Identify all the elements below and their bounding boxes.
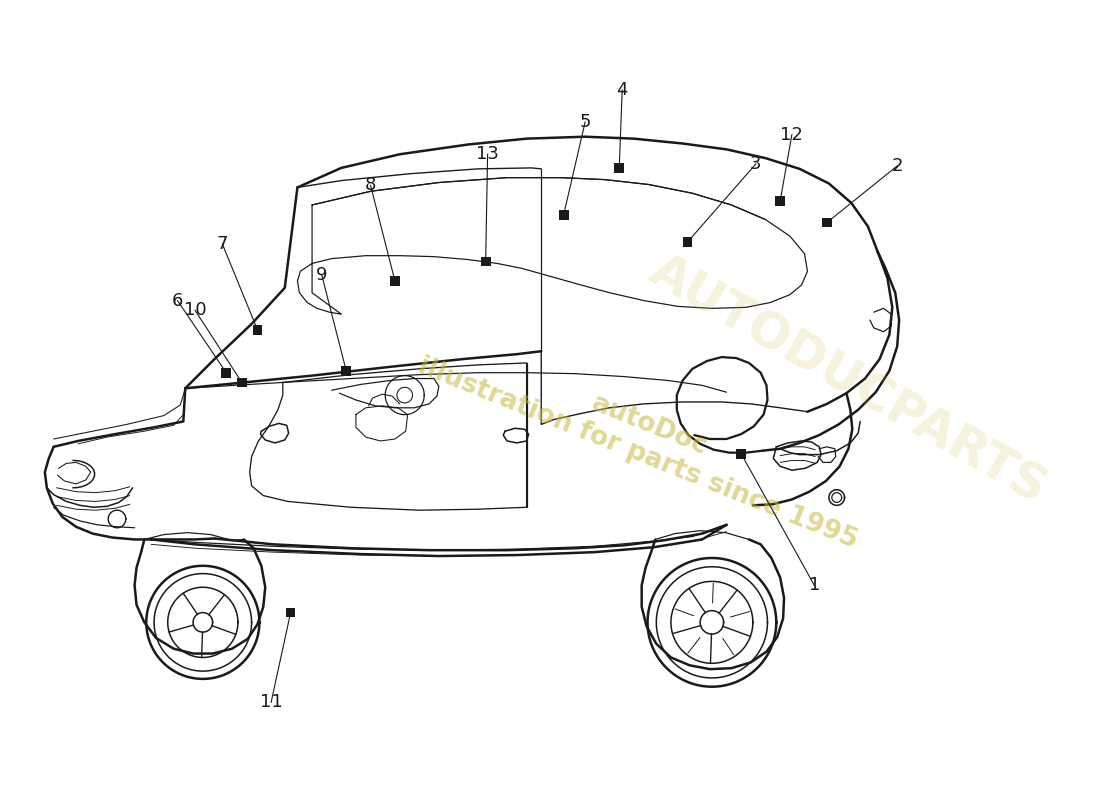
Text: 11: 11 <box>260 694 283 711</box>
Text: 3: 3 <box>750 155 761 173</box>
Bar <box>236 378 246 387</box>
Text: 9: 9 <box>316 266 328 284</box>
Text: 8: 8 <box>365 177 376 194</box>
Text: 2: 2 <box>891 157 903 175</box>
Bar <box>822 218 832 227</box>
Text: 10: 10 <box>184 302 207 319</box>
Bar <box>341 366 351 376</box>
Bar <box>253 325 262 334</box>
Text: 1: 1 <box>808 576 820 594</box>
Bar <box>776 196 785 206</box>
Text: 12: 12 <box>780 126 803 144</box>
Text: 4: 4 <box>616 81 628 99</box>
Bar <box>683 237 692 247</box>
Bar <box>221 368 231 378</box>
Bar <box>736 449 746 458</box>
Text: autoDoc
illustration for parts since 1995: autoDoc illustration for parts since 199… <box>415 325 873 554</box>
Bar <box>615 163 624 173</box>
Bar <box>286 608 296 618</box>
Text: 6: 6 <box>172 291 184 310</box>
Text: 5: 5 <box>580 113 591 131</box>
Bar <box>559 210 569 219</box>
Bar <box>481 257 491 266</box>
Text: 7: 7 <box>217 235 228 253</box>
Bar <box>390 276 399 286</box>
Text: AUTODUCPARTS: AUTODUCPARTS <box>641 247 1056 514</box>
Text: 13: 13 <box>476 146 499 163</box>
